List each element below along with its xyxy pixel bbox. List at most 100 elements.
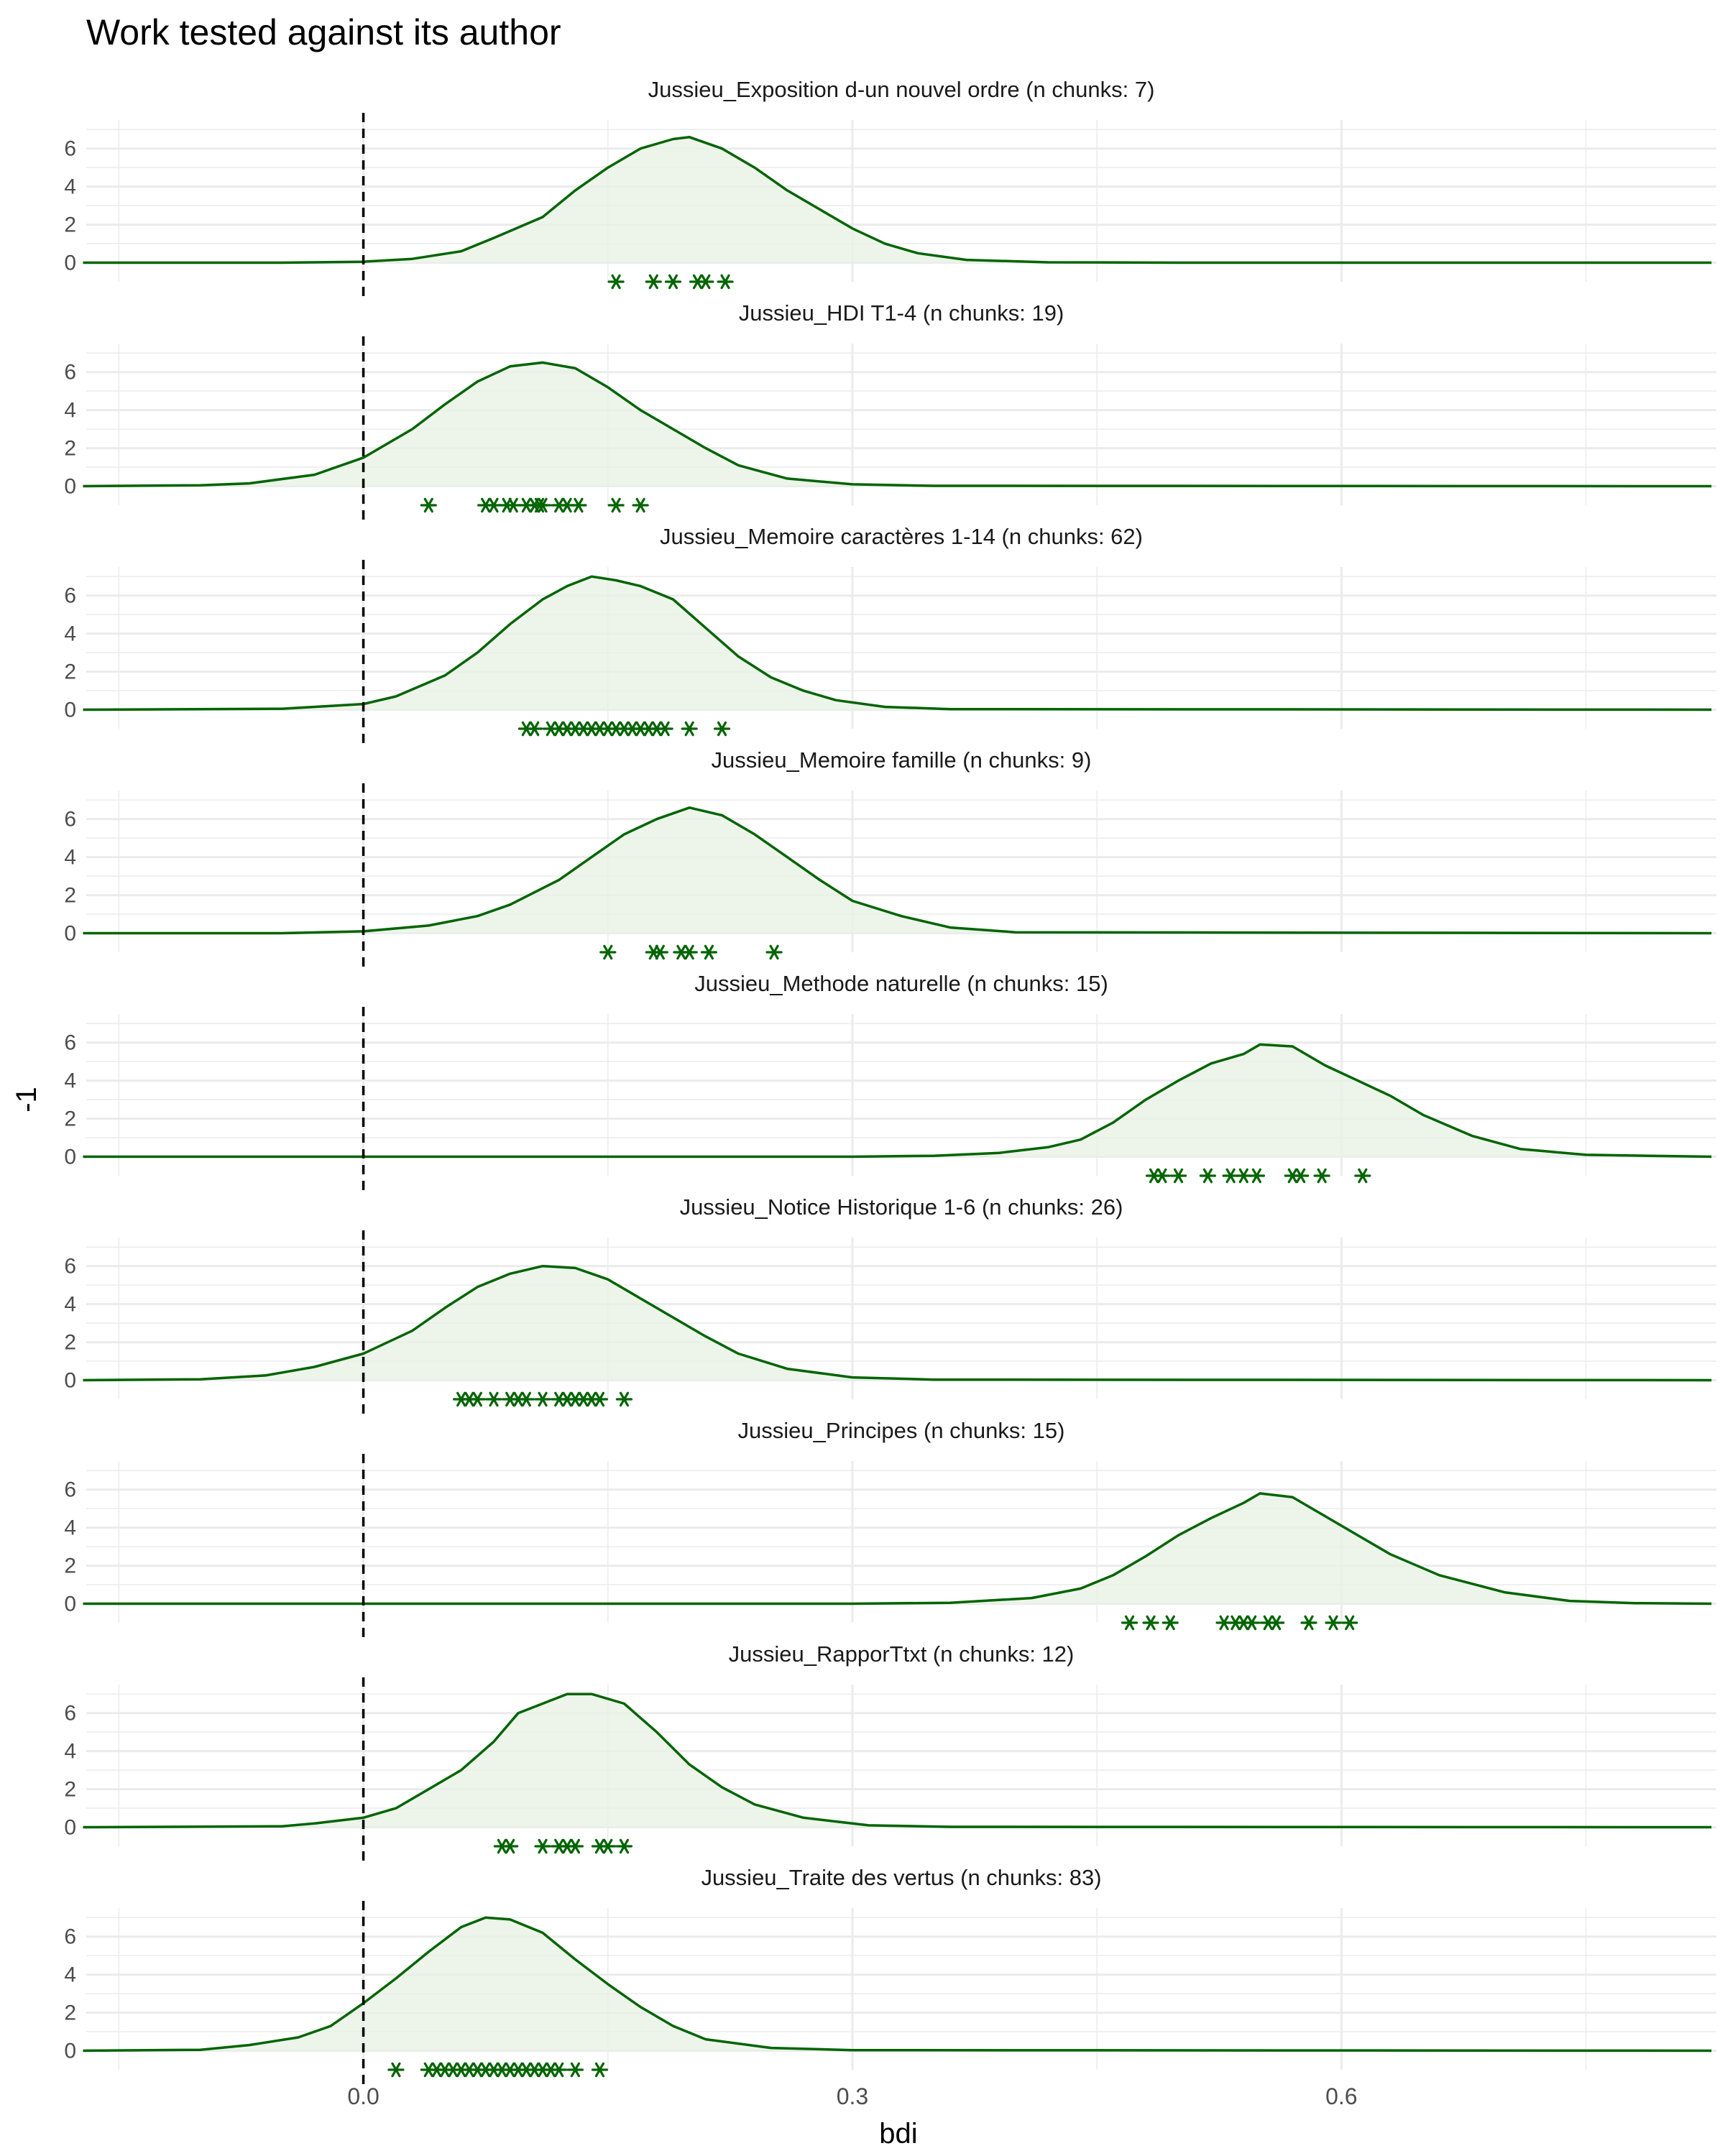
chunk-point [599, 944, 617, 960]
x-tick-label: 0.3 [837, 2083, 868, 2109]
chunk-point [1142, 1615, 1159, 1631]
y-tick-label: 6 [64, 808, 76, 831]
x-tick-label: 0.6 [1325, 2083, 1357, 2109]
y-tick-label: 4 [64, 399, 76, 423]
y-tick-label: 2 [64, 1331, 76, 1355]
chunk-points [1121, 1615, 1358, 1631]
chunk-point [615, 1391, 633, 1407]
facet-panel: Jussieu_HDI T1-4 (n chunks: 19) 0 2 4 6 [64, 300, 1716, 520]
chunk-point [1354, 1168, 1371, 1184]
chunk-point [534, 1838, 551, 1854]
x-axis: 0.0 0.3 0.6 [347, 2083, 1357, 2109]
gridlines [86, 1685, 1716, 1846]
chunk-point [534, 1391, 551, 1407]
chunk-point [1243, 1615, 1261, 1631]
density-curve [83, 806, 1712, 935]
y-tick-label: 4 [64, 1069, 76, 1093]
density-curve [83, 1492, 1712, 1606]
chunk-points [607, 274, 734, 290]
y-tick-label: 0 [64, 1146, 76, 1169]
chunk-point [591, 1391, 609, 1407]
y-tick-label: 6 [64, 1702, 76, 1726]
facet-panel: Jussieu_Memoire famille (n chunks: 9) 0 2 4… [64, 747, 1716, 967]
density-area [83, 1044, 1712, 1157]
chunk-point [551, 2062, 568, 2078]
density-area [83, 362, 1712, 487]
chunk-points [1145, 1168, 1371, 1184]
facet-panel: Jussieu_Traite des vertus (n chunks: 83)… [64, 1865, 1716, 2084]
y-tick-label: 6 [64, 137, 76, 161]
panel-label: Jussieu_Traite des vertus (n chunks: 83) [701, 1865, 1101, 1890]
y-tick-label: 6 [64, 1255, 76, 1279]
chunk-points [493, 1838, 633, 1854]
chunk-point [1325, 1615, 1342, 1631]
chunk-point [632, 497, 649, 513]
chunk-point [485, 1391, 502, 1407]
y-tick-label: 0 [64, 1369, 76, 1393]
gridlines [86, 1014, 1716, 1176]
density-curve [83, 1264, 1712, 1382]
x-axis-label: bdi [879, 2118, 917, 2150]
chunk-point [1292, 1168, 1310, 1184]
y-tick-label: 6 [64, 361, 76, 384]
y-tick-label: 4 [64, 846, 76, 870]
y-tick-label: 6 [64, 1478, 76, 1502]
y-tick-label: 2 [64, 213, 76, 237]
y-tick-label: 4 [64, 622, 76, 646]
density-curve [83, 136, 1712, 264]
y-tick-label: 4 [64, 175, 76, 199]
chunk-point [615, 1838, 633, 1854]
facet-panel: Jussieu_Principes (n chunks: 15) 0 2 4 6 [64, 1418, 1716, 1637]
panel-label: Jussieu_Principes (n chunks: 15) [738, 1418, 1065, 1443]
chunk-point [656, 721, 673, 737]
facet-panels: Jussieu_Exposition d-un nouvel ordre (n … [64, 77, 1716, 2084]
chunk-point [1300, 1615, 1317, 1631]
density-curve [83, 575, 1712, 711]
y-tick-label: 2 [64, 437, 76, 461]
density-curve [83, 1043, 1712, 1158]
y-tick-label: 2 [64, 660, 76, 684]
facet-panel: Jussieu_Memoire caractères 1-14 (n chunk… [64, 524, 1716, 743]
y-tick-label: 4 [64, 1963, 76, 1987]
chunk-point [717, 274, 734, 290]
chunk-point [645, 274, 662, 290]
chunk-point [387, 2062, 405, 2078]
chunk-point [566, 1838, 584, 1854]
chunk-point [518, 1391, 535, 1407]
panel-label: Jussieu_Exposition d-un nouvel ordre (n … [648, 77, 1155, 102]
chunk-point [664, 274, 682, 290]
chunk-point [1162, 1615, 1179, 1631]
y-tick-label: 2 [64, 1778, 76, 1802]
density-area [83, 1694, 1712, 1828]
chunk-point [469, 1391, 486, 1407]
chart-title: Work tested against its author [86, 12, 561, 52]
chunk-point [651, 944, 668, 960]
y-tick-label: 0 [64, 1593, 76, 1616]
gridlines [86, 1238, 1716, 1399]
panel-label: Jussieu_RapporTtxt (n chunks: 12) [729, 1641, 1075, 1667]
density-area [83, 1493, 1712, 1604]
y-axis-label: -1 [11, 1087, 42, 1112]
y-tick-label: 6 [64, 1925, 76, 1949]
density-area [83, 1266, 1712, 1381]
chunk-points [387, 2062, 609, 2078]
chunk-point [534, 497, 551, 513]
chunk-point [697, 274, 714, 290]
y-tick-label: 0 [64, 475, 76, 499]
chunk-points [599, 944, 783, 960]
chunk-point [1341, 1615, 1358, 1631]
chunk-point [713, 721, 731, 737]
panel-label: Jussieu_Memoire caractères 1-14 (n chunk… [660, 524, 1143, 549]
chunk-points [518, 721, 731, 737]
y-tick-label: 0 [64, 252, 76, 275]
chunk-points [420, 497, 649, 513]
y-tick-label: 2 [64, 2001, 76, 2025]
chunk-point [570, 497, 587, 513]
chunk-point [526, 721, 543, 737]
density-area [83, 1917, 1712, 2051]
gridlines [86, 567, 1716, 729]
y-tick-label: 2 [64, 884, 76, 908]
density-area [83, 576, 1712, 710]
y-tick-label: 0 [64, 1816, 76, 1840]
